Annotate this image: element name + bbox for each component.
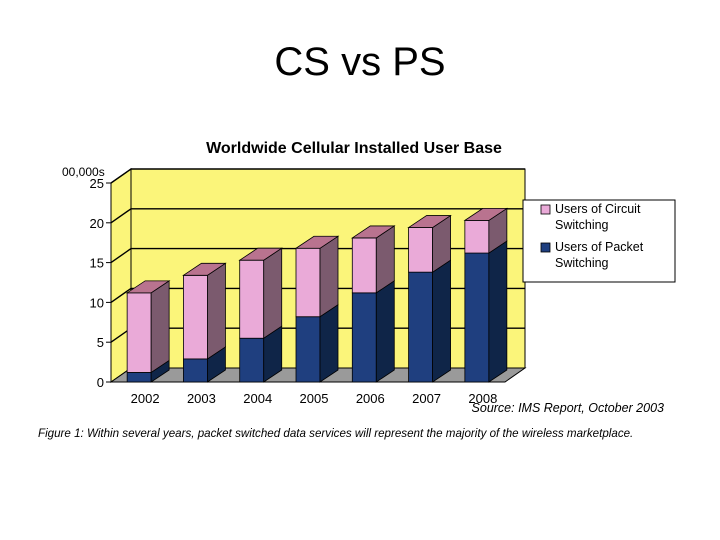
figure-caption: Figure 1: Within several years, packet s… xyxy=(38,427,633,440)
bar-circuit-2005 xyxy=(295,247,321,318)
bar-circuit-side-2005 xyxy=(319,235,339,318)
bar-top-2008 xyxy=(463,208,509,221)
legend-label: Users of Packet xyxy=(555,240,644,254)
gridline xyxy=(110,208,525,224)
y-tick-label: 10 xyxy=(90,295,104,310)
slide-title: CS vs PS xyxy=(274,40,446,84)
bar-top-2005 xyxy=(294,235,340,249)
y-tick-label: 5 xyxy=(97,335,104,350)
bar-circuit-2007 xyxy=(408,227,433,273)
bar-packet-2007 xyxy=(408,271,433,383)
x-tick-label: 2008 xyxy=(468,391,497,406)
bar-packet-2008 xyxy=(464,252,490,383)
y-tick-label: 0 xyxy=(97,375,104,390)
bar-top-2004 xyxy=(238,247,284,261)
bar-packet-2006 xyxy=(351,292,377,383)
bar-packet-side-2007 xyxy=(432,259,451,383)
bar-packet-side-2008 xyxy=(488,240,508,383)
x-tick-label: 2002 xyxy=(131,391,160,406)
chart-title: Worldwide Cellular Installed User Base xyxy=(206,140,502,157)
x-tick-label: 2006 xyxy=(356,391,385,406)
x-tick-label: 2003 xyxy=(187,391,216,406)
legend-label: Switching xyxy=(555,218,609,232)
bar-packet-2004 xyxy=(239,337,265,383)
legend-swatch xyxy=(540,204,551,215)
bar-circuit-2004 xyxy=(239,259,265,339)
y-tick-label: 20 xyxy=(90,216,104,231)
bar-packet-2002 xyxy=(126,372,152,383)
bar-circuit-2003 xyxy=(183,274,208,360)
legend-label: Users of Circuit xyxy=(555,202,641,216)
legend-label: Switching xyxy=(555,256,609,270)
bar-circuit-side-2002 xyxy=(150,280,170,374)
bar-packet-side-2006 xyxy=(375,280,395,383)
bar-circuit-2006 xyxy=(351,237,377,294)
gridline xyxy=(110,168,525,184)
bar-top-2002 xyxy=(125,280,171,294)
chart-source: Source: IMS Report, October 2003 xyxy=(472,401,665,415)
bar-circuit-side-2004 xyxy=(263,247,283,339)
bar-circuit-side-2003 xyxy=(207,262,226,360)
legend-swatch xyxy=(540,242,551,253)
x-tick-label: 2004 xyxy=(243,391,272,406)
y-tick-label: 25 xyxy=(90,176,104,191)
bar-top-2007 xyxy=(407,215,452,228)
y-axis-unit-label: 00,000s xyxy=(62,165,105,179)
x-tick-label: 2005 xyxy=(300,391,329,406)
y-tick-label: 15 xyxy=(90,256,104,271)
bar-packet-2003 xyxy=(183,358,208,383)
bar-packet-side-2005 xyxy=(319,303,339,383)
bar-circuit-2002 xyxy=(126,292,152,373)
x-tick-label: 2007 xyxy=(412,391,441,406)
bar-top-2006 xyxy=(350,225,396,239)
bar-packet-2005 xyxy=(295,316,321,383)
bar-top-2003 xyxy=(182,262,227,276)
bar-circuit-2008 xyxy=(464,220,490,254)
